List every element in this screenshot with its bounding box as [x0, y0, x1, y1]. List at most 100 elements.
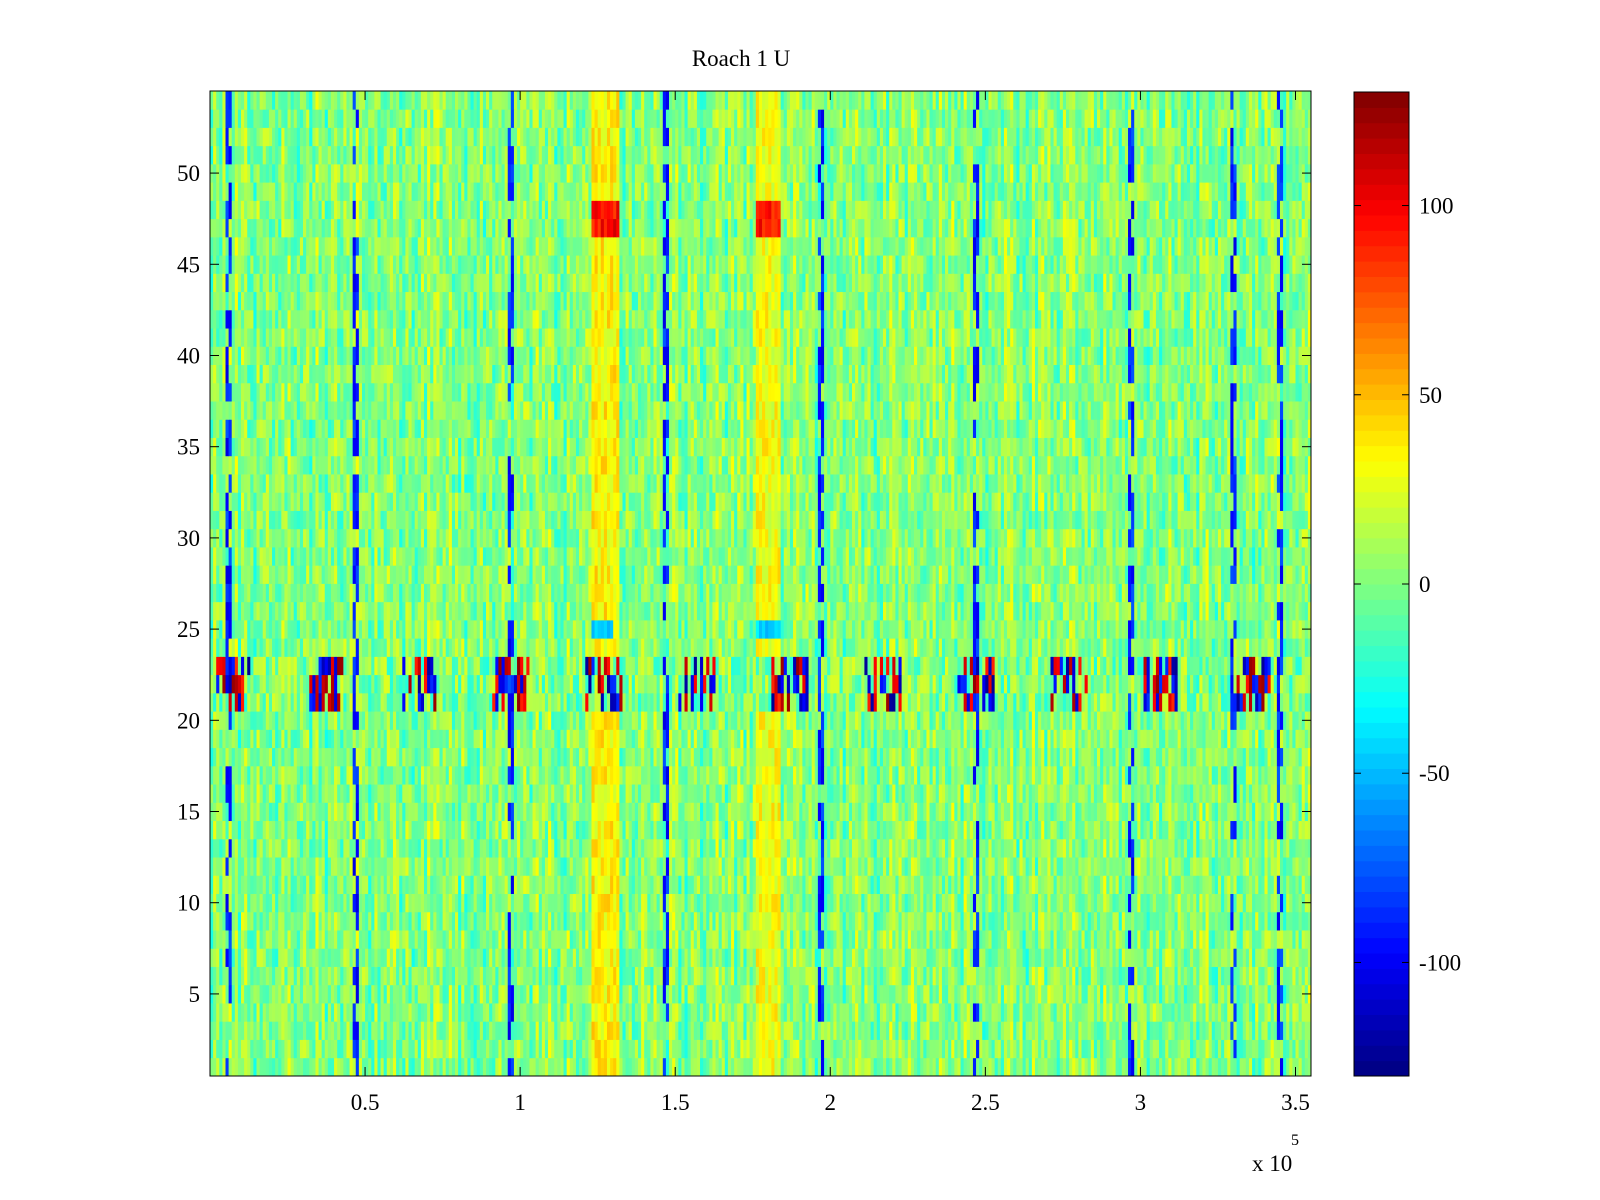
heatmap-cell [1075, 1057, 1079, 1077]
heatmap-cell [544, 911, 549, 931]
heatmap-cell [991, 1003, 996, 1022]
heatmap-cell [864, 857, 868, 876]
heatmap-cell [1289, 984, 1293, 1004]
heatmap-cell [402, 820, 406, 840]
heatmap-cell [1174, 893, 1179, 913]
heatmap-cell [731, 1057, 735, 1077]
heatmap-cell [706, 1057, 710, 1077]
heatmap-cell [991, 875, 996, 894]
heatmap-cell [396, 948, 400, 967]
heatmap-cell [945, 820, 949, 840]
heatmap-cell [303, 1039, 307, 1059]
heatmap-cell [870, 875, 875, 894]
heatmap-cell [430, 1003, 434, 1022]
heatmap-cell [724, 966, 729, 986]
heatmap-cell [275, 984, 279, 1004]
heatmap-cell [371, 966, 375, 986]
heatmap-cell [1081, 1039, 1085, 1059]
heatmap-cell [241, 911, 245, 931]
heatmap-cell [1276, 911, 1281, 931]
heatmap-cell [383, 875, 388, 894]
heatmap-cell [917, 966, 921, 986]
heatmap-cell [225, 1057, 230, 1077]
heatmap-cell [1171, 857, 1175, 876]
heatmap-cell [966, 1003, 971, 1022]
heatmap-cell [290, 1003, 295, 1022]
heatmap-cell [762, 875, 766, 894]
heatmap-cell [439, 1003, 443, 1022]
heatmap-cell [712, 1057, 716, 1077]
heatmap-cell [935, 1021, 940, 1040]
heatmap-cell [284, 911, 288, 931]
heatmap-cell [606, 930, 611, 949]
heatmap-cell [405, 911, 409, 931]
heatmap-cell [830, 911, 834, 931]
heatmap-cell [1239, 820, 1244, 840]
heatmap-cell [557, 948, 561, 967]
heatmap-cell [1134, 1057, 1138, 1077]
heatmap-cell [448, 893, 453, 913]
heatmap-cell [436, 857, 440, 876]
heatmap-cell [445, 930, 450, 949]
heatmap-cell [591, 1021, 595, 1040]
heatmap-cell [265, 875, 270, 894]
heatmap-cell [957, 1057, 961, 1077]
heatmap-cell [1146, 1003, 1151, 1022]
heatmap-cell [957, 820, 961, 840]
heatmap-cell [1283, 1003, 1287, 1022]
heatmap-cell [938, 1021, 943, 1040]
heatmap-cell [997, 911, 1002, 931]
heatmap-cell [1106, 857, 1110, 876]
heatmap-cell [740, 948, 744, 967]
heatmap-cell [746, 966, 751, 986]
heatmap-cell [631, 984, 636, 1004]
heatmap-cell [628, 1003, 633, 1022]
heatmap-cell [448, 838, 453, 858]
heatmap-cell [433, 820, 437, 840]
heatmap-cell [392, 911, 397, 931]
heatmap-cell [634, 911, 639, 931]
heatmap-cell [926, 893, 930, 913]
heatmap-cell [479, 820, 484, 840]
heatmap-cell [445, 948, 450, 967]
heatmap-cell [1155, 966, 1160, 986]
heatmap-cell [324, 911, 329, 931]
heatmap-cell [355, 1057, 360, 1077]
heatmap-cell [957, 984, 961, 1004]
heatmap-cell [1214, 1021, 1219, 1040]
heatmap-cell [1261, 820, 1265, 840]
heatmap-cell [830, 1057, 834, 1077]
heatmap-cell [1090, 1039, 1095, 1059]
heatmap-cell [383, 966, 388, 986]
heatmap-cell [1180, 930, 1185, 949]
heatmap-cell [1298, 820, 1303, 840]
heatmap-cell [253, 838, 257, 858]
heatmap-cell [510, 1021, 515, 1040]
heatmap-cell [731, 1039, 735, 1059]
heatmap-cell [371, 893, 375, 913]
heatmap-cell [1193, 1039, 1197, 1059]
heatmap-cell [597, 966, 602, 986]
heatmap-cell [755, 820, 760, 840]
heatmap-cell [678, 820, 682, 840]
heatmap-cell [1155, 838, 1160, 858]
heatmap-cell [935, 893, 940, 913]
heatmap-cell [889, 948, 893, 967]
heatmap-cell [777, 1057, 782, 1077]
heatmap-cell [479, 911, 484, 931]
heatmap-cell [762, 820, 766, 840]
heatmap-cell [817, 838, 822, 858]
heatmap-cell [1031, 1021, 1036, 1040]
heatmap-cell [1159, 984, 1163, 1004]
heatmap-cell [600, 838, 605, 858]
heatmap-cell [554, 1003, 558, 1022]
heatmap-cell [1059, 984, 1064, 1004]
heatmap-cell [637, 857, 642, 876]
heatmap-cell [833, 875, 837, 894]
heatmap-cell [1279, 984, 1284, 1004]
heatmap-cell [513, 1039, 518, 1059]
heatmap-cell [672, 930, 676, 949]
heatmap-cell [1307, 1021, 1312, 1040]
heatmap-cell [941, 875, 946, 894]
heatmap-cell [628, 893, 633, 913]
